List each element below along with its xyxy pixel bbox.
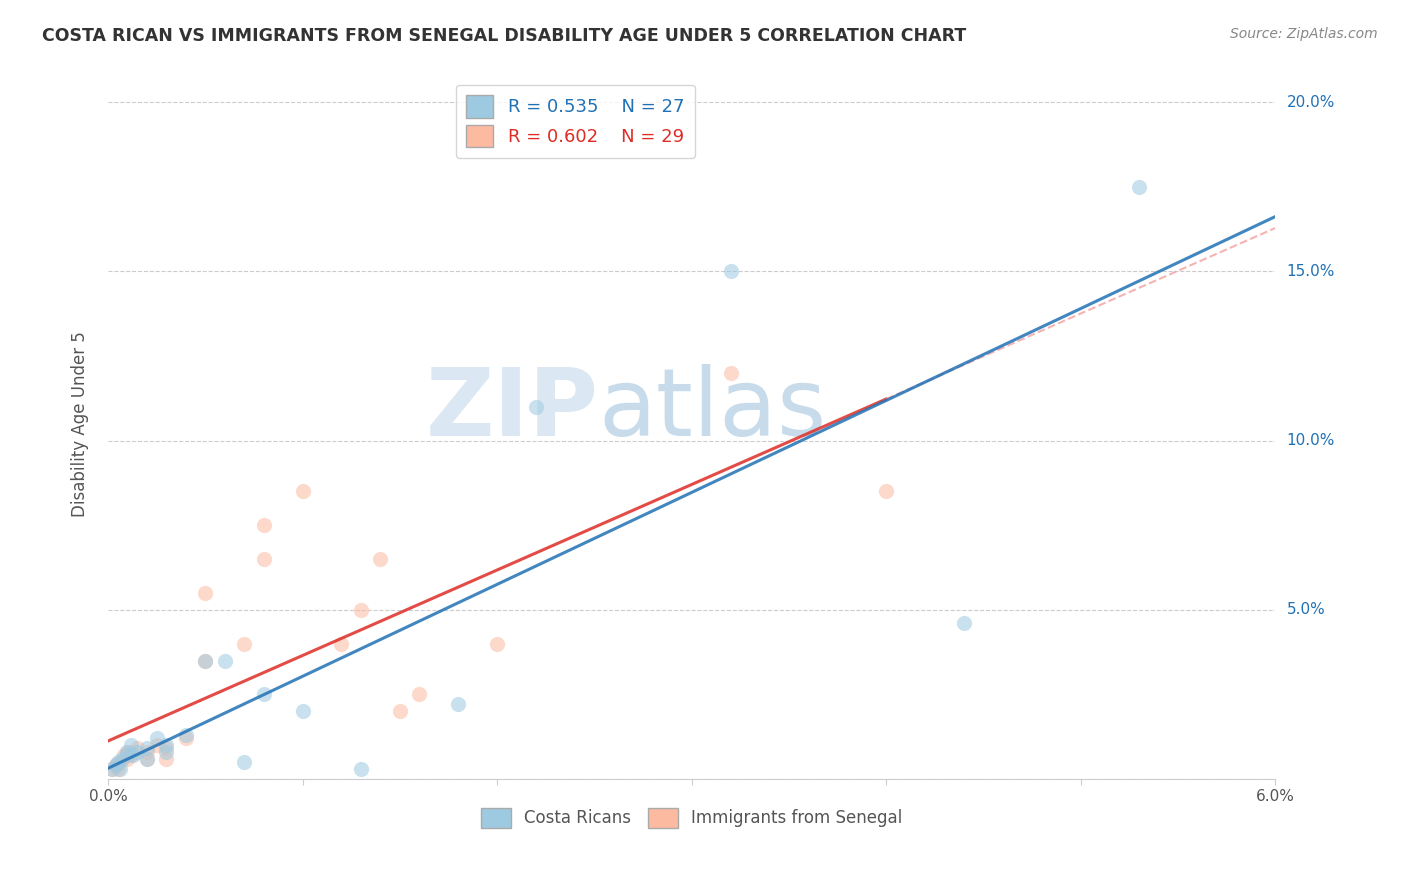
Point — [107, 762, 129, 776]
Point — [135, 745, 157, 759]
Text: ZIP: ZIP — [426, 364, 598, 456]
Point — [117, 748, 139, 763]
Point — [135, 751, 157, 765]
Point — [122, 748, 145, 763]
Point — [120, 738, 142, 752]
Point — [155, 745, 177, 759]
Point — [145, 731, 167, 746]
Point — [214, 653, 236, 667]
Point — [388, 704, 411, 718]
Text: 15.0%: 15.0% — [1286, 264, 1334, 279]
Text: atlas: atlas — [598, 364, 827, 456]
Point — [194, 653, 217, 667]
Point — [155, 751, 177, 765]
Point — [155, 738, 177, 752]
Point — [233, 637, 256, 651]
Point — [135, 741, 157, 756]
Text: 10.0%: 10.0% — [1286, 434, 1334, 448]
Point — [953, 616, 976, 631]
Point — [174, 728, 197, 742]
Point — [194, 653, 217, 667]
Text: Source: ZipAtlas.com: Source: ZipAtlas.com — [1230, 27, 1378, 41]
Text: 20.0%: 20.0% — [1286, 95, 1334, 110]
Point — [875, 484, 897, 499]
Point — [330, 637, 353, 651]
Point — [120, 748, 142, 763]
Point — [408, 687, 430, 701]
Point — [174, 731, 197, 746]
Point — [291, 704, 314, 718]
Point — [107, 755, 129, 769]
Legend: Costa Ricans, Immigrants from Senegal: Costa Ricans, Immigrants from Senegal — [474, 801, 910, 835]
Point — [720, 366, 742, 380]
Text: 5.0%: 5.0% — [1286, 602, 1324, 617]
Point — [194, 586, 217, 600]
Point — [486, 637, 509, 651]
Point — [350, 762, 373, 776]
Point — [112, 748, 135, 763]
Point — [117, 745, 139, 759]
Point — [108, 755, 131, 769]
Point — [253, 552, 276, 566]
Point — [117, 745, 139, 759]
Point — [155, 741, 177, 756]
Point — [101, 762, 124, 776]
Point — [101, 762, 124, 776]
Text: COSTA RICAN VS IMMIGRANTS FROM SENEGAL DISABILITY AGE UNDER 5 CORRELATION CHART: COSTA RICAN VS IMMIGRANTS FROM SENEGAL D… — [42, 27, 966, 45]
Point — [108, 762, 131, 776]
Point — [127, 741, 149, 756]
Point — [350, 603, 373, 617]
Point — [1128, 180, 1150, 194]
Point — [110, 751, 132, 765]
Point — [447, 698, 470, 712]
Point — [117, 751, 139, 765]
Y-axis label: Disability Age Under 5: Disability Age Under 5 — [72, 331, 89, 516]
Point — [233, 755, 256, 769]
Point — [720, 264, 742, 278]
Point — [127, 745, 149, 759]
Point — [253, 518, 276, 533]
Point — [524, 400, 547, 414]
Point — [104, 758, 127, 772]
Point — [104, 758, 127, 772]
Point — [253, 687, 276, 701]
Point — [135, 751, 157, 765]
Point — [145, 738, 167, 752]
Point — [370, 552, 392, 566]
Point — [291, 484, 314, 499]
